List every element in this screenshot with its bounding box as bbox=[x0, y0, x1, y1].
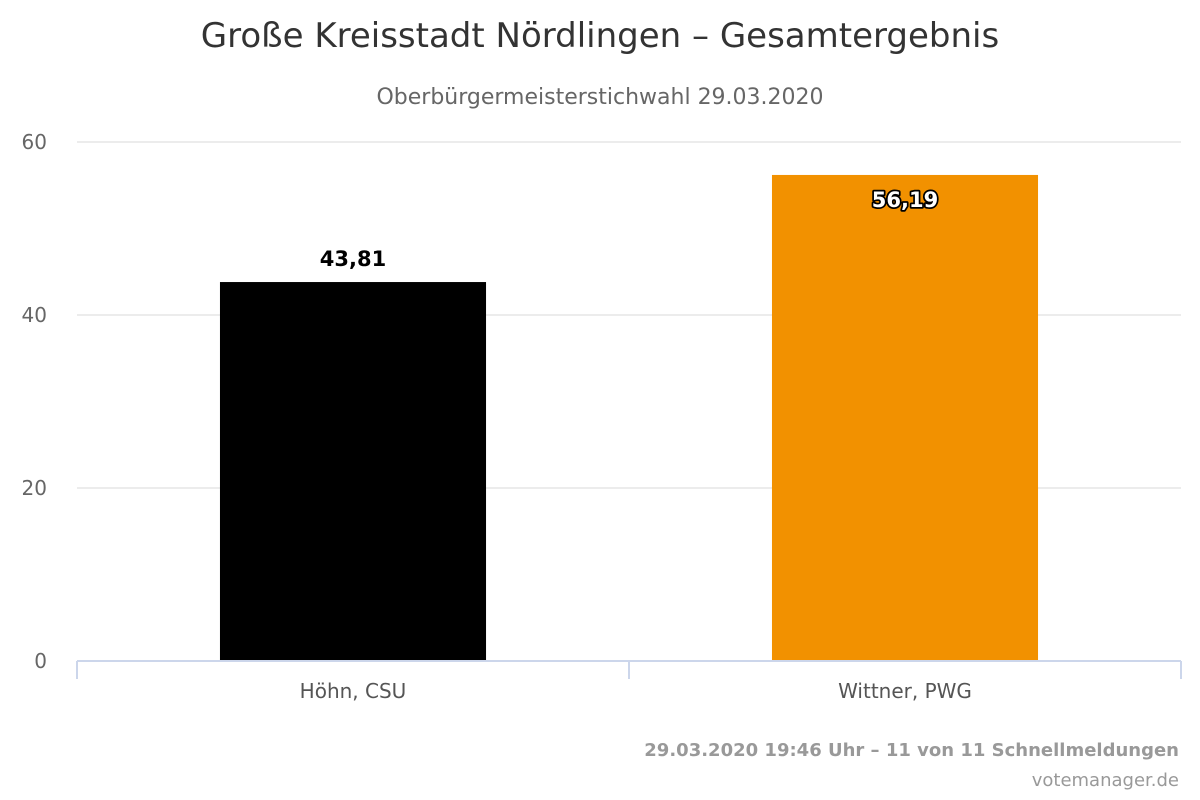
bar[interactable] bbox=[219, 282, 487, 661]
credits-source-link[interactable]: votemanager.de bbox=[1032, 770, 1179, 791]
y-tick-label: 60 bbox=[22, 130, 47, 154]
bars bbox=[219, 174, 1039, 662]
chart-subtitle: Oberbürgermeisterstichwahl 29.03.2020 bbox=[376, 85, 823, 110]
x-category-label: Wittner, PWG bbox=[838, 679, 972, 703]
credits-timestamp: 29.03.2020 19:46 Uhr – 11 von 11 Schnell… bbox=[644, 740, 1179, 761]
chart-title: Große Kreisstadt Nördlingen – Gesamterge… bbox=[201, 16, 999, 56]
bar[interactable] bbox=[771, 174, 1039, 662]
y-axis-tick-labels: 0 20 40 60 bbox=[22, 130, 47, 673]
x-axis-category-labels: Höhn, CSU Wittner, PWG bbox=[300, 679, 972, 703]
data-labels: 43,81 56,19 bbox=[320, 186, 940, 271]
data-label: 56,19 bbox=[872, 188, 938, 212]
y-tick-label: 0 bbox=[34, 649, 47, 673]
x-category-label: Höhn, CSU bbox=[300, 679, 407, 703]
y-tick-label: 40 bbox=[22, 303, 47, 327]
data-label: 43,81 bbox=[320, 247, 386, 271]
y-tick-label: 20 bbox=[22, 476, 47, 500]
x-axis bbox=[76, 660, 1182, 679]
